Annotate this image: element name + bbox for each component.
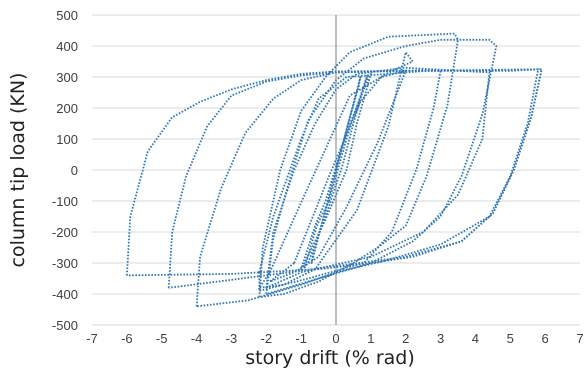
hysteresis-loop — [300, 73, 372, 271]
hysteresis-loop — [265, 38, 498, 295]
hysteresis-curves — [126, 32, 543, 308]
y-tick-label: 200 — [56, 101, 78, 116]
y-tick-labels: -500 -400 -300 -200 -100 0 100 200 300 400 500 — [52, 8, 78, 333]
y-tick-label: 100 — [56, 132, 78, 147]
hysteresis-loop — [258, 32, 459, 298]
x-tick-label: 2 — [402, 331, 409, 346]
hysteresis-loop — [268, 69, 407, 283]
x-tick-label: -7 — [86, 331, 98, 346]
x-tick-label: -2 — [261, 331, 273, 346]
x-tick-label: -1 — [295, 331, 307, 346]
y-tick-label: 500 — [56, 8, 78, 23]
x-tick-label: -3 — [226, 331, 238, 346]
hysteresis-loop — [195, 68, 540, 308]
x-tick-label: 5 — [507, 331, 514, 346]
hysteresis-loop — [265, 66, 491, 289]
hysteresis-loop — [167, 68, 543, 289]
x-tick-label: 3 — [437, 331, 444, 346]
y-tick-label: 300 — [56, 70, 78, 85]
y-tick-label: -400 — [52, 287, 78, 302]
x-tick-label: -5 — [156, 331, 168, 346]
y-tick-label: 0 — [71, 163, 78, 178]
x-tick-label: 4 — [472, 331, 479, 346]
y-tick-label: -300 — [52, 256, 78, 271]
y-tick-label: -500 — [52, 318, 78, 333]
y-axis-title: column tip load (KN) — [7, 73, 29, 268]
x-tick-label: -6 — [121, 331, 133, 346]
y-tick-label: -200 — [52, 225, 78, 240]
x-tick-labels: -7 -6 -5 -4 -3 -2 -1 0 1 2 3 4 5 6 7 — [86, 331, 583, 346]
hysteresis-loop — [258, 69, 442, 292]
x-axis-title: story drift (% rad) — [245, 347, 415, 369]
hysteresis-loop — [126, 68, 543, 277]
y-tick-label: -100 — [52, 194, 78, 209]
y-tick-label: 400 — [56, 39, 78, 54]
hysteresis-loop — [310, 76, 362, 264]
x-tick-label: 6 — [542, 331, 549, 346]
x-tick-label: 7 — [576, 331, 583, 346]
x-tick-label: 0 — [332, 331, 339, 346]
x-tick-label: 1 — [367, 331, 374, 346]
x-tick-label: -4 — [191, 331, 203, 346]
